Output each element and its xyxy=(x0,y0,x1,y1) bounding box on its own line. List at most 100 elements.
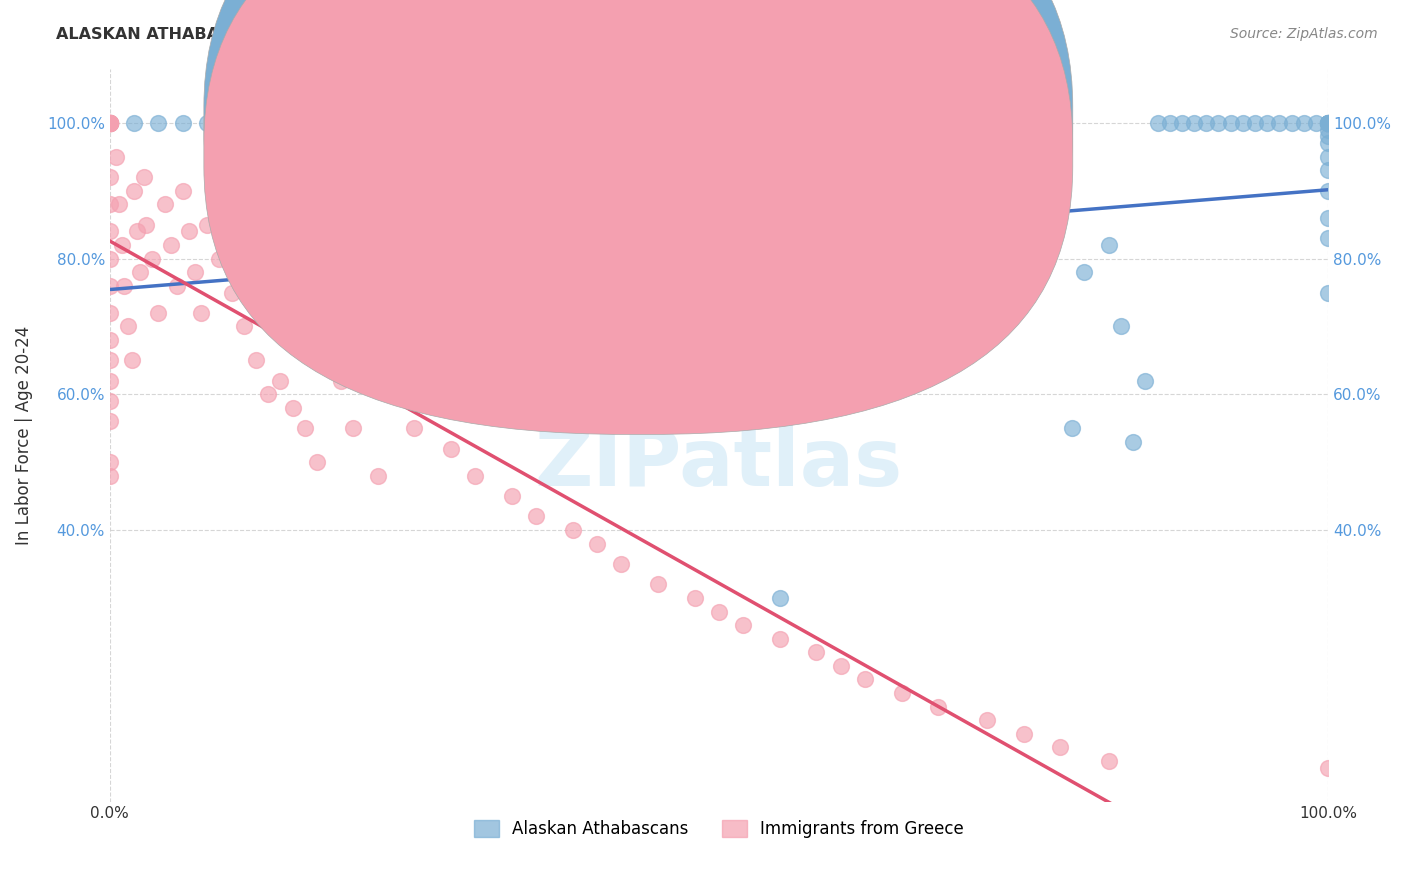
Point xyxy=(1098,754,1121,768)
Point xyxy=(1317,116,1340,130)
Point xyxy=(98,116,121,130)
Point xyxy=(132,170,155,185)
Point xyxy=(524,272,547,286)
Point xyxy=(98,468,121,483)
Text: ZIPatlas: ZIPatlas xyxy=(534,425,903,503)
Point xyxy=(647,577,669,591)
Point xyxy=(561,523,583,537)
Point xyxy=(1317,163,1340,178)
Point xyxy=(98,116,121,130)
Point xyxy=(232,319,254,334)
Point xyxy=(1317,136,1340,151)
Point xyxy=(195,116,218,130)
Point xyxy=(890,686,912,700)
Point xyxy=(1317,116,1340,130)
Point xyxy=(1012,727,1035,741)
Point xyxy=(806,645,828,659)
Point xyxy=(952,306,974,320)
Point xyxy=(1135,374,1157,388)
Point xyxy=(1195,116,1218,130)
Point xyxy=(98,353,121,368)
Point xyxy=(623,278,645,293)
Point xyxy=(1317,116,1340,130)
Point xyxy=(117,319,139,334)
Point xyxy=(98,415,121,429)
Point xyxy=(342,421,364,435)
Point xyxy=(318,333,340,347)
Point xyxy=(524,509,547,524)
Point xyxy=(1317,129,1340,144)
Point xyxy=(464,468,486,483)
Point xyxy=(586,408,609,422)
Point xyxy=(98,116,121,130)
Point xyxy=(190,306,212,320)
Point xyxy=(148,306,170,320)
Point xyxy=(141,252,163,266)
Point xyxy=(976,713,998,727)
Point xyxy=(159,238,181,252)
Point xyxy=(148,116,170,130)
Point xyxy=(610,293,633,307)
Point xyxy=(98,116,121,130)
Point xyxy=(98,116,121,130)
Point xyxy=(707,333,730,347)
Point xyxy=(98,306,121,320)
Point xyxy=(135,218,157,232)
Point xyxy=(98,333,121,347)
Point xyxy=(1256,116,1278,130)
Point xyxy=(440,442,463,456)
Point xyxy=(281,401,304,415)
Point xyxy=(166,278,188,293)
Point xyxy=(245,353,267,368)
Text: R =  0.127   N = 55: R = 0.127 N = 55 xyxy=(659,110,835,128)
Point xyxy=(342,211,364,225)
Point xyxy=(98,455,121,469)
Point xyxy=(1244,116,1267,130)
Point xyxy=(1317,122,1340,136)
Point xyxy=(195,218,218,232)
Point xyxy=(1062,421,1084,435)
Point xyxy=(976,238,998,252)
Point xyxy=(1317,116,1340,130)
Point xyxy=(177,224,200,238)
Point xyxy=(683,591,706,605)
Point xyxy=(108,197,131,211)
Point xyxy=(112,278,135,293)
Point xyxy=(1219,116,1241,130)
Point xyxy=(927,285,949,300)
Point xyxy=(501,489,523,503)
Point xyxy=(121,353,143,368)
Y-axis label: In Labor Force | Age 20-24: In Labor Force | Age 20-24 xyxy=(15,326,32,545)
Point xyxy=(257,387,280,401)
Point xyxy=(1098,238,1121,252)
Point xyxy=(1182,116,1205,130)
Point xyxy=(367,468,389,483)
Point xyxy=(1292,116,1315,130)
Point xyxy=(122,184,145,198)
Point xyxy=(830,353,852,368)
Point xyxy=(98,116,121,130)
Point xyxy=(330,374,353,388)
Point xyxy=(927,699,949,714)
Point xyxy=(404,421,426,435)
Point xyxy=(1146,116,1168,130)
Point xyxy=(769,591,792,605)
Point xyxy=(733,387,755,401)
Point xyxy=(1317,184,1340,198)
Point xyxy=(1232,116,1254,130)
Point xyxy=(98,170,121,185)
Point xyxy=(98,252,121,266)
Point xyxy=(391,333,413,347)
Legend: Alaskan Athabascans, Immigrants from Greece: Alaskan Athabascans, Immigrants from Gre… xyxy=(467,813,970,845)
Text: ALASKAN ATHABASCAN VS IMMIGRANTS FROM GREECE IN LABOR FORCE | AGE 20-24 CORRELAT: ALASKAN ATHABASCAN VS IMMIGRANTS FROM GR… xyxy=(56,27,1019,43)
Point xyxy=(98,116,121,130)
Point xyxy=(294,421,316,435)
Point xyxy=(172,116,194,130)
Point xyxy=(208,252,231,266)
Point xyxy=(1159,116,1181,130)
Point xyxy=(1171,116,1194,130)
Point xyxy=(1049,740,1071,755)
Point xyxy=(98,116,121,130)
Point xyxy=(707,605,730,619)
Point xyxy=(830,658,852,673)
